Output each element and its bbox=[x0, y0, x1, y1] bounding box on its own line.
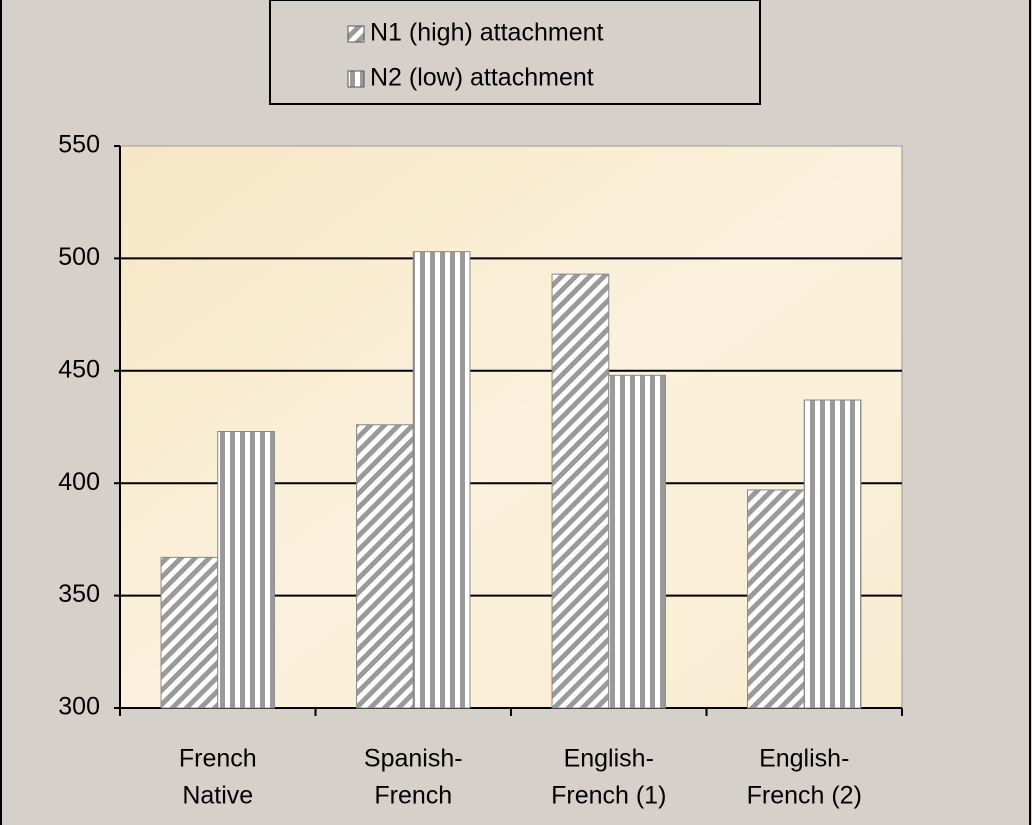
y-tick-label: 350 bbox=[58, 580, 100, 608]
legend-swatch bbox=[347, 25, 365, 43]
x-tick-label: English- bbox=[564, 745, 654, 773]
bar bbox=[160, 556, 219, 709]
bar bbox=[608, 374, 666, 709]
legend-swatch bbox=[347, 70, 365, 88]
y-tick-label: 400 bbox=[58, 468, 100, 496]
x-tick-label: French bbox=[374, 782, 452, 810]
x-tick-label: French (2) bbox=[747, 782, 862, 810]
y-tick-label: 300 bbox=[58, 693, 100, 721]
bar bbox=[551, 273, 610, 709]
bar bbox=[217, 430, 275, 709]
legend-label: N1 (high) attachment bbox=[370, 19, 604, 47]
x-tick-label: French (1) bbox=[551, 782, 666, 810]
y-tick-label: 500 bbox=[58, 243, 100, 271]
x-tick-label: French bbox=[179, 745, 257, 773]
bar bbox=[412, 251, 471, 709]
bar bbox=[803, 399, 862, 709]
y-tick-label: 450 bbox=[58, 355, 100, 383]
x-tick-label: Native bbox=[182, 782, 253, 810]
legend-label: N2 (low) attachment bbox=[370, 64, 594, 92]
bar bbox=[747, 489, 805, 709]
x-tick-label: Spanish- bbox=[364, 745, 463, 773]
x-tick-label: English- bbox=[759, 745, 849, 773]
y-tick-label: 550 bbox=[58, 131, 100, 159]
bar bbox=[356, 424, 414, 709]
